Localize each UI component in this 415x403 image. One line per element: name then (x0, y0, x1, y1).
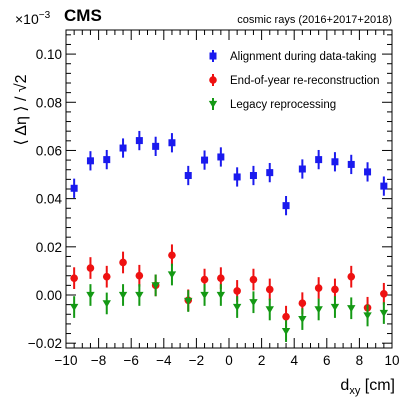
data-point (200, 275, 209, 284)
y-tick-label: 0.04 (36, 192, 63, 207)
data-point (298, 299, 307, 307)
data-point (331, 158, 339, 166)
data-point (363, 312, 372, 320)
series-circle (70, 244, 388, 328)
data-point (70, 274, 78, 282)
data-point (282, 312, 290, 321)
data-point (347, 160, 355, 168)
data-point (119, 144, 127, 152)
data-point (135, 291, 144, 299)
legend-marker-triangle-down (208, 100, 218, 108)
data-point (281, 327, 291, 336)
data-point (364, 168, 372, 176)
data-point (314, 284, 323, 292)
data-point (380, 289, 388, 298)
data-point (70, 184, 78, 192)
data-point (379, 309, 389, 318)
x-tick-label: −10 (55, 353, 78, 368)
x-tick-label: −4 (156, 353, 172, 368)
data-point (282, 202, 290, 210)
series-triangle-down (69, 263, 389, 342)
data-point (86, 291, 95, 299)
data-point (102, 300, 111, 308)
y-tick-label: 0.08 (36, 95, 62, 110)
data-point (249, 299, 258, 307)
data-point (200, 291, 209, 299)
cms-label: CMS (64, 6, 102, 25)
data-point (265, 306, 274, 314)
x-axis-title: dxy [cm] (340, 377, 395, 397)
data-point (347, 305, 356, 313)
x-tick-label: −8 (91, 353, 106, 368)
x-tick-label: 2 (258, 353, 266, 368)
annotation: cosmic rays (2016+2017+2018) (237, 14, 392, 26)
data-point (298, 315, 307, 324)
data-point (330, 303, 340, 312)
x-tick-label: 8 (356, 353, 364, 368)
y-tick-label: 0.02 (36, 240, 62, 255)
data-point (380, 182, 388, 190)
y-tick-label: 0.00 (36, 288, 62, 303)
x-tick-label: 4 (290, 353, 298, 368)
legend-label: Legacy reprocessing (230, 99, 336, 111)
data-point (233, 173, 241, 181)
data-point (266, 169, 274, 177)
data-point (167, 271, 177, 279)
data-point (347, 272, 356, 281)
legend: Alignment during data-taking End-of-year … (208, 50, 380, 111)
data-point (265, 285, 274, 294)
data-point (102, 272, 111, 281)
data-point (184, 297, 193, 306)
data-point (331, 285, 339, 294)
legend-marker-square (209, 52, 217, 60)
data-point (232, 303, 242, 312)
data-point (151, 282, 160, 290)
data-point (315, 156, 323, 164)
data-point (135, 137, 143, 145)
data-point (168, 139, 176, 147)
data-point (249, 172, 257, 180)
x-tick-label: 6 (323, 353, 331, 368)
x-tick-label: 10 (384, 353, 399, 368)
data-point (118, 291, 128, 299)
x-tick-label: −6 (123, 353, 138, 368)
data-point (184, 172, 192, 180)
data-point (216, 291, 226, 299)
x-tick-label: 0 (225, 353, 233, 368)
axis-ticks (65, 30, 393, 348)
data-points (69, 130, 389, 342)
data-point (135, 271, 144, 280)
data-point (314, 306, 323, 314)
data-point (168, 251, 176, 260)
x-tick-label: −2 (189, 353, 204, 368)
data-point (201, 156, 209, 164)
data-point (233, 287, 241, 295)
data-point (86, 264, 95, 272)
data-point (119, 258, 127, 267)
data-point (86, 157, 94, 165)
data-point (298, 165, 306, 173)
series-square (70, 130, 388, 216)
data-point (249, 275, 258, 284)
data-point (217, 274, 225, 282)
legend-marker-circle (209, 76, 217, 84)
legend-label: Alignment during data-taking (230, 51, 376, 63)
data-point (152, 142, 160, 150)
legend-label: End-of-year re-reconstruction (230, 75, 380, 87)
y-axis-title: ⟨ Δη ⟩ / √2 (13, 74, 30, 145)
y-multiplier: ×10−3 (15, 10, 51, 27)
data-point (69, 303, 79, 312)
data-point (217, 153, 225, 161)
data-point (103, 156, 111, 164)
y-tick-label: −0.02 (28, 336, 62, 351)
axis-tick-labels: −10 −8 −6 −4 −2 0 2 4 6 8 10 −0.02 0.00 0.02 0.04 0.06 0… (28, 47, 400, 368)
y-tick-label: 0.06 (36, 143, 62, 158)
y-tick-label: 0.10 (36, 47, 62, 62)
